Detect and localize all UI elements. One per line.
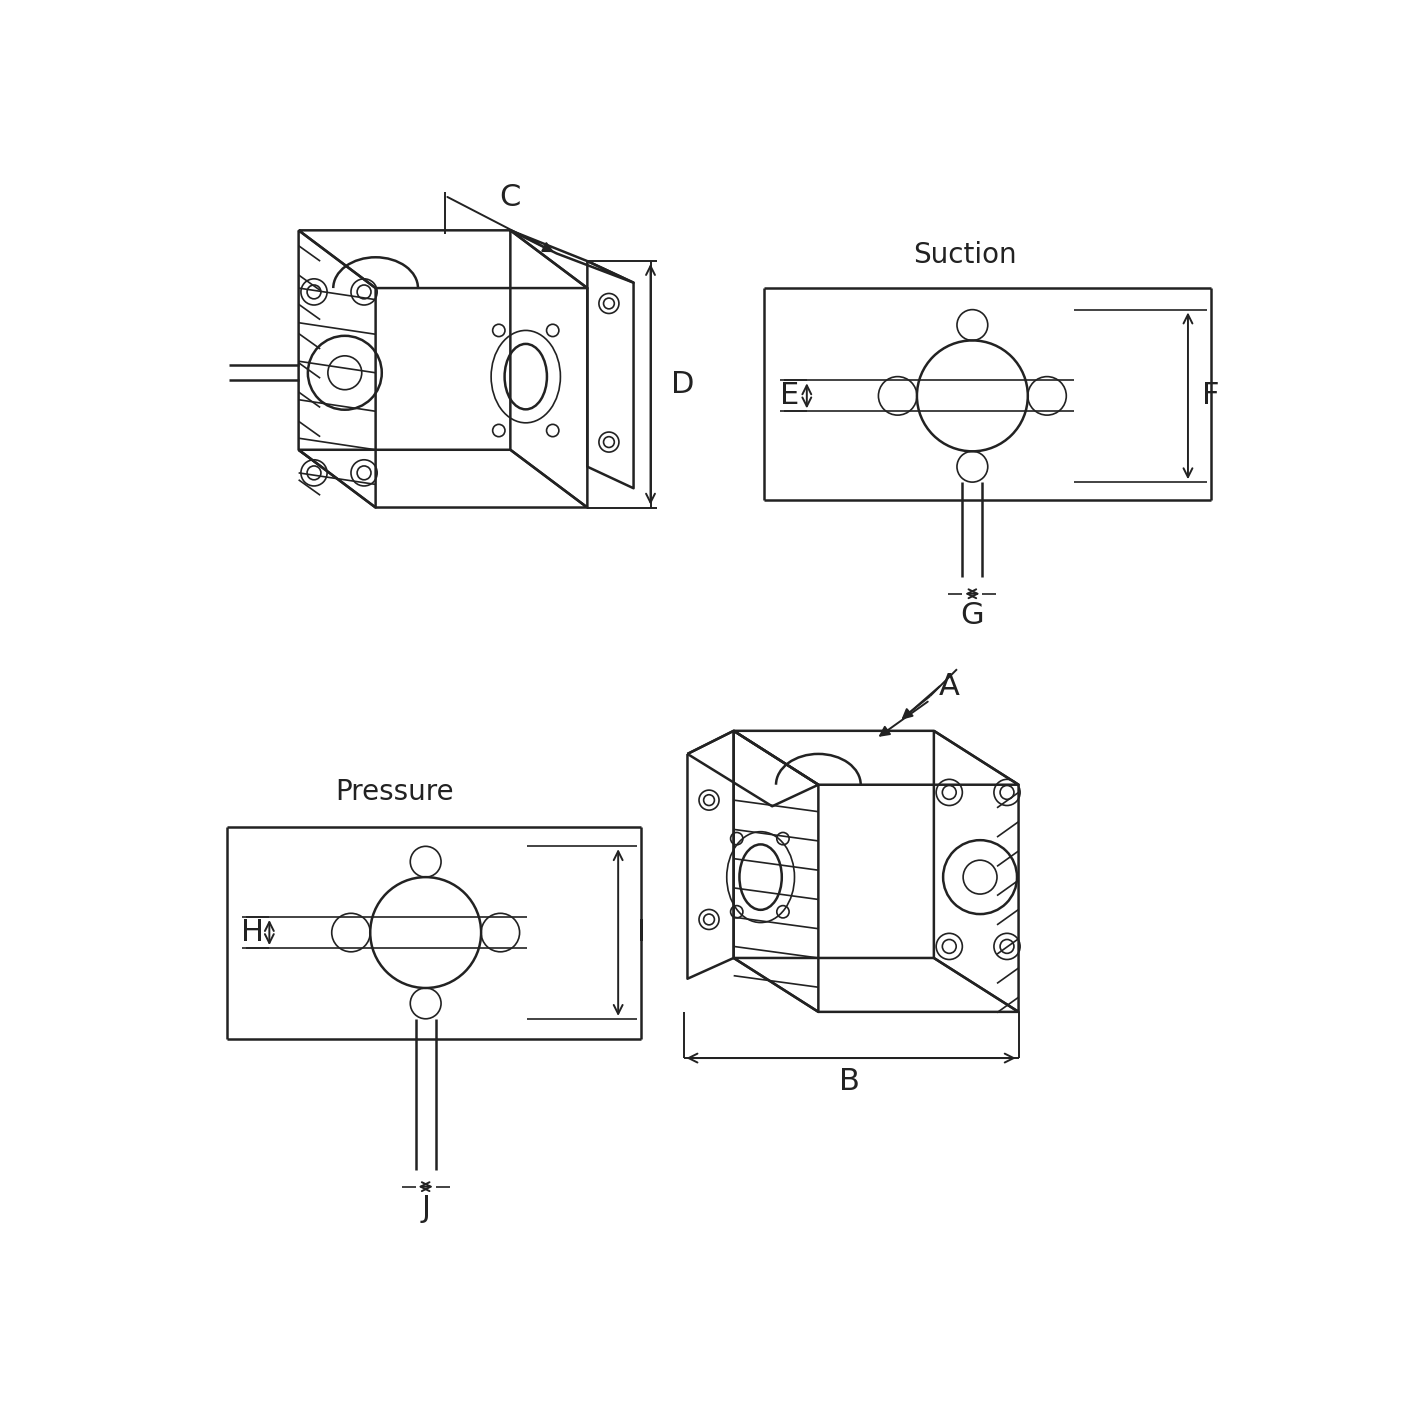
Text: Suction: Suction — [912, 240, 1017, 269]
Text: B: B — [839, 1067, 859, 1095]
Text: Pressure: Pressure — [336, 779, 454, 807]
Text: H: H — [240, 918, 264, 948]
Text: C: C — [499, 183, 522, 212]
Text: A: A — [939, 672, 960, 700]
Text: J: J — [422, 1194, 430, 1223]
Text: E: E — [780, 381, 800, 411]
Text: I: I — [637, 918, 645, 948]
Text: F: F — [1202, 381, 1220, 411]
Text: D: D — [671, 370, 695, 399]
Text: G: G — [960, 600, 984, 630]
